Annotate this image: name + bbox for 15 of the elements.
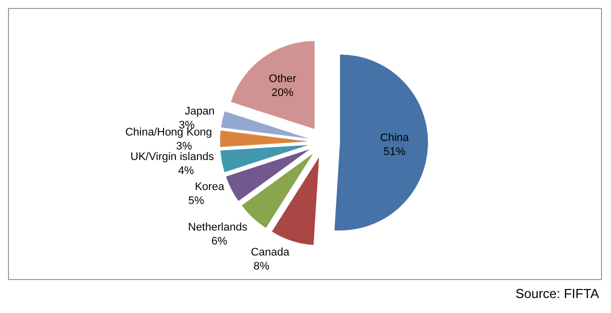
data-label: 3% bbox=[176, 140, 192, 152]
data-label: 51% bbox=[384, 146, 406, 158]
slice-label: Japan bbox=[184, 106, 215, 118]
slice-label: China bbox=[380, 132, 410, 144]
data-label: 8% bbox=[253, 260, 270, 273]
slice-label: UK/Virgin islands bbox=[130, 150, 214, 163]
slice-label: Other bbox=[268, 72, 297, 85]
data-label: 4% bbox=[178, 164, 194, 177]
slice-label: Korea bbox=[194, 180, 226, 193]
slice-label: Canada bbox=[250, 246, 290, 259]
data-label: 5% bbox=[188, 194, 204, 207]
data-label: 6% bbox=[211, 236, 228, 248]
source-note: Source: FIFTA bbox=[514, 286, 600, 301]
slice-label: Netherlands bbox=[188, 222, 248, 234]
data-label: 20% bbox=[272, 86, 294, 99]
